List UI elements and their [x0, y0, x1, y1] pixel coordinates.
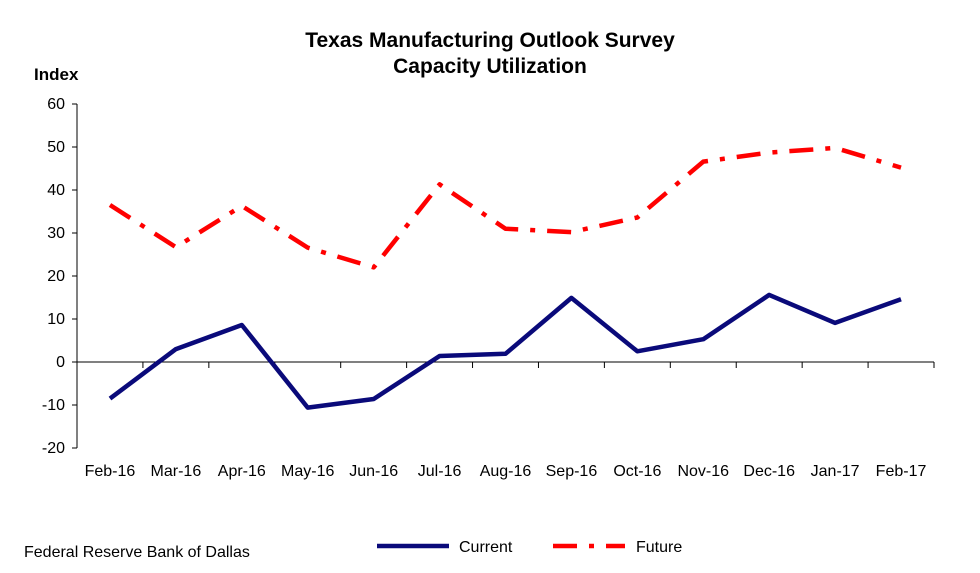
y-axis: -20 -10 0 10 20 30 40 50 60: [42, 96, 78, 457]
x-tick-label: Feb-17: [876, 463, 927, 480]
legend-label-future: Future: [636, 539, 682, 556]
y-axis-title: Index: [34, 65, 79, 84]
legend: Current Future: [377, 539, 682, 556]
series-line-future: [108, 145, 902, 270]
x-tick-label: Aug-16: [480, 463, 532, 480]
source-note: Federal Reserve Bank of Dallas: [24, 544, 250, 561]
y-tick-label: 50: [47, 139, 65, 156]
y-tick-label: -20: [42, 440, 65, 457]
x-tick-label: Jul-16: [418, 463, 462, 480]
x-tick-label: Dec-16: [743, 463, 795, 480]
x-tick-label: Nov-16: [677, 463, 729, 480]
x-tick-label: May-16: [281, 463, 334, 480]
chart-title: Texas Manufacturing Outlook Survey: [305, 29, 675, 52]
x-tick-label: Jun-16: [349, 463, 398, 480]
x-tick-label: Oct-16: [613, 463, 661, 480]
x-tick-label: Mar-16: [151, 463, 202, 480]
y-tick-label: 10: [47, 311, 65, 328]
x-tick-label: Sep-16: [546, 463, 598, 480]
y-tick-label: 60: [47, 96, 65, 113]
chart-subtitle: Capacity Utilization: [393, 55, 587, 78]
x-tick-label: Apr-16: [218, 463, 266, 480]
series-layer: [108, 145, 902, 410]
legend-label-current: Current: [459, 539, 513, 556]
x-tick-label: Feb-16: [85, 463, 136, 480]
x-tick-label: Jan-17: [811, 463, 860, 480]
y-tick-label: 20: [47, 268, 65, 285]
y-tick-label: 40: [47, 182, 65, 199]
y-tick-label: 0: [56, 354, 65, 371]
series-line-current: [108, 292, 902, 410]
x-axis: Feb-16 Mar-16 Apr-16 May-16 Jun-16 Jul-16 Aug-…: [76, 361, 935, 480]
y-tick-label: 30: [47, 225, 65, 242]
y-tick-label: -10: [42, 397, 65, 414]
